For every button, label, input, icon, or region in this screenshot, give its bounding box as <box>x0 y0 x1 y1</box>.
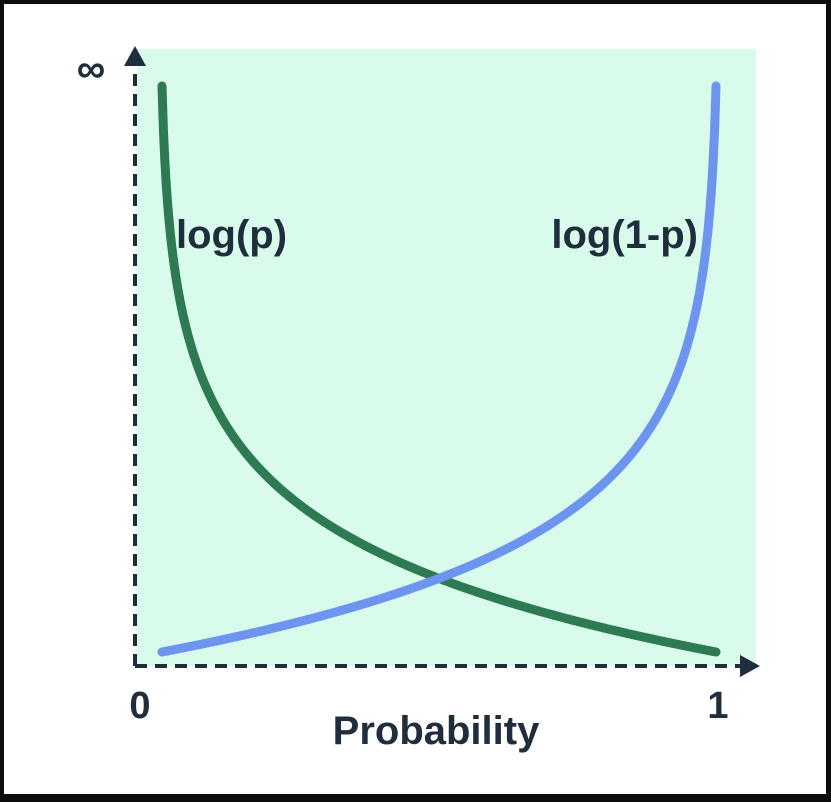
x-axis-title: Probability <box>333 709 540 753</box>
x-axis-min-tick-label: 0 <box>129 685 150 727</box>
series-log-p-label: log(p) <box>176 213 287 257</box>
series-log-1-minus-p-line <box>157 81 721 657</box>
y-axis-infinity-label: ∞ <box>77 47 106 91</box>
y-axis-arrowhead <box>124 46 146 66</box>
plot-background <box>137 49 756 666</box>
x-axis-arrowhead <box>740 655 760 677</box>
series-log-1-minus-p-label: log(1-p) <box>551 213 698 257</box>
chart-svg: ∞ 0 1 Probability log(p) log(1-p) <box>77 46 760 753</box>
chart-stage: ∞ 0 1 Probability log(p) log(1-p) <box>4 4 826 794</box>
x-axis-max-tick-label: 1 <box>707 685 728 727</box>
